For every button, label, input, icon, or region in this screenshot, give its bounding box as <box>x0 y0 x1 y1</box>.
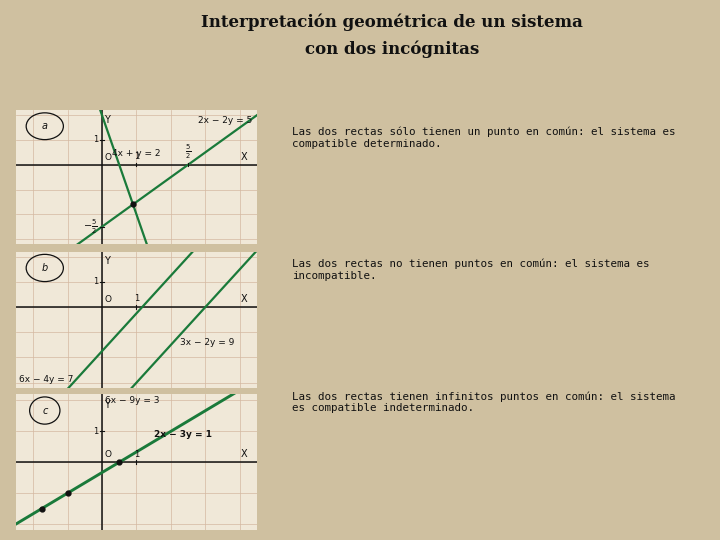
Text: X: X <box>241 449 248 458</box>
Text: 4x + y = 2: 4x + y = 2 <box>112 148 161 158</box>
Text: Interpretación geométrica de un sistema: Interpretación geométrica de un sistema <box>202 14 583 31</box>
Text: b: b <box>42 263 48 273</box>
Text: 2x − 3y = 1: 2x − 3y = 1 <box>153 430 212 439</box>
Text: con dos incógnitas: con dos incógnitas <box>305 40 480 58</box>
Text: Y: Y <box>104 400 109 410</box>
Text: X: X <box>241 152 248 162</box>
Text: Las dos rectas no tienen puntos en común: el sistema es
incompatible.: Las dos rectas no tienen puntos en común… <box>292 259 649 281</box>
Text: 3x − 2y = 9: 3x − 2y = 9 <box>179 338 234 347</box>
Text: a: a <box>42 122 48 131</box>
Text: 1: 1 <box>93 136 98 144</box>
Text: 1: 1 <box>93 278 98 286</box>
Text: O: O <box>104 449 112 458</box>
Text: $-\frac{5}{2}$: $-\frac{5}{2}$ <box>84 218 98 236</box>
Text: $\frac{5}{2}$: $\frac{5}{2}$ <box>185 143 192 161</box>
Text: Y: Y <box>104 256 109 266</box>
Text: 1: 1 <box>93 427 98 436</box>
Text: O: O <box>104 295 112 304</box>
Text: 1: 1 <box>134 294 139 303</box>
Text: 2x − 2y = 5: 2x − 2y = 5 <box>197 116 252 125</box>
Text: Las dos rectas tienen infinitos puntos en común: el sistema
es compatible indete: Las dos rectas tienen infinitos puntos e… <box>292 392 675 413</box>
Text: Y: Y <box>104 114 109 125</box>
Text: 1: 1 <box>134 152 139 161</box>
Text: O: O <box>104 153 112 162</box>
Text: 6x − 4y = 7: 6x − 4y = 7 <box>19 375 73 384</box>
Text: X: X <box>241 294 248 304</box>
Text: 6x − 9y = 3: 6x − 9y = 3 <box>105 396 160 405</box>
Text: 1: 1 <box>134 450 139 459</box>
Text: c: c <box>42 406 48 415</box>
Text: Las dos rectas sólo tienen un punto en común: el sistema es
compatible determina: Las dos rectas sólo tienen un punto en c… <box>292 127 675 148</box>
